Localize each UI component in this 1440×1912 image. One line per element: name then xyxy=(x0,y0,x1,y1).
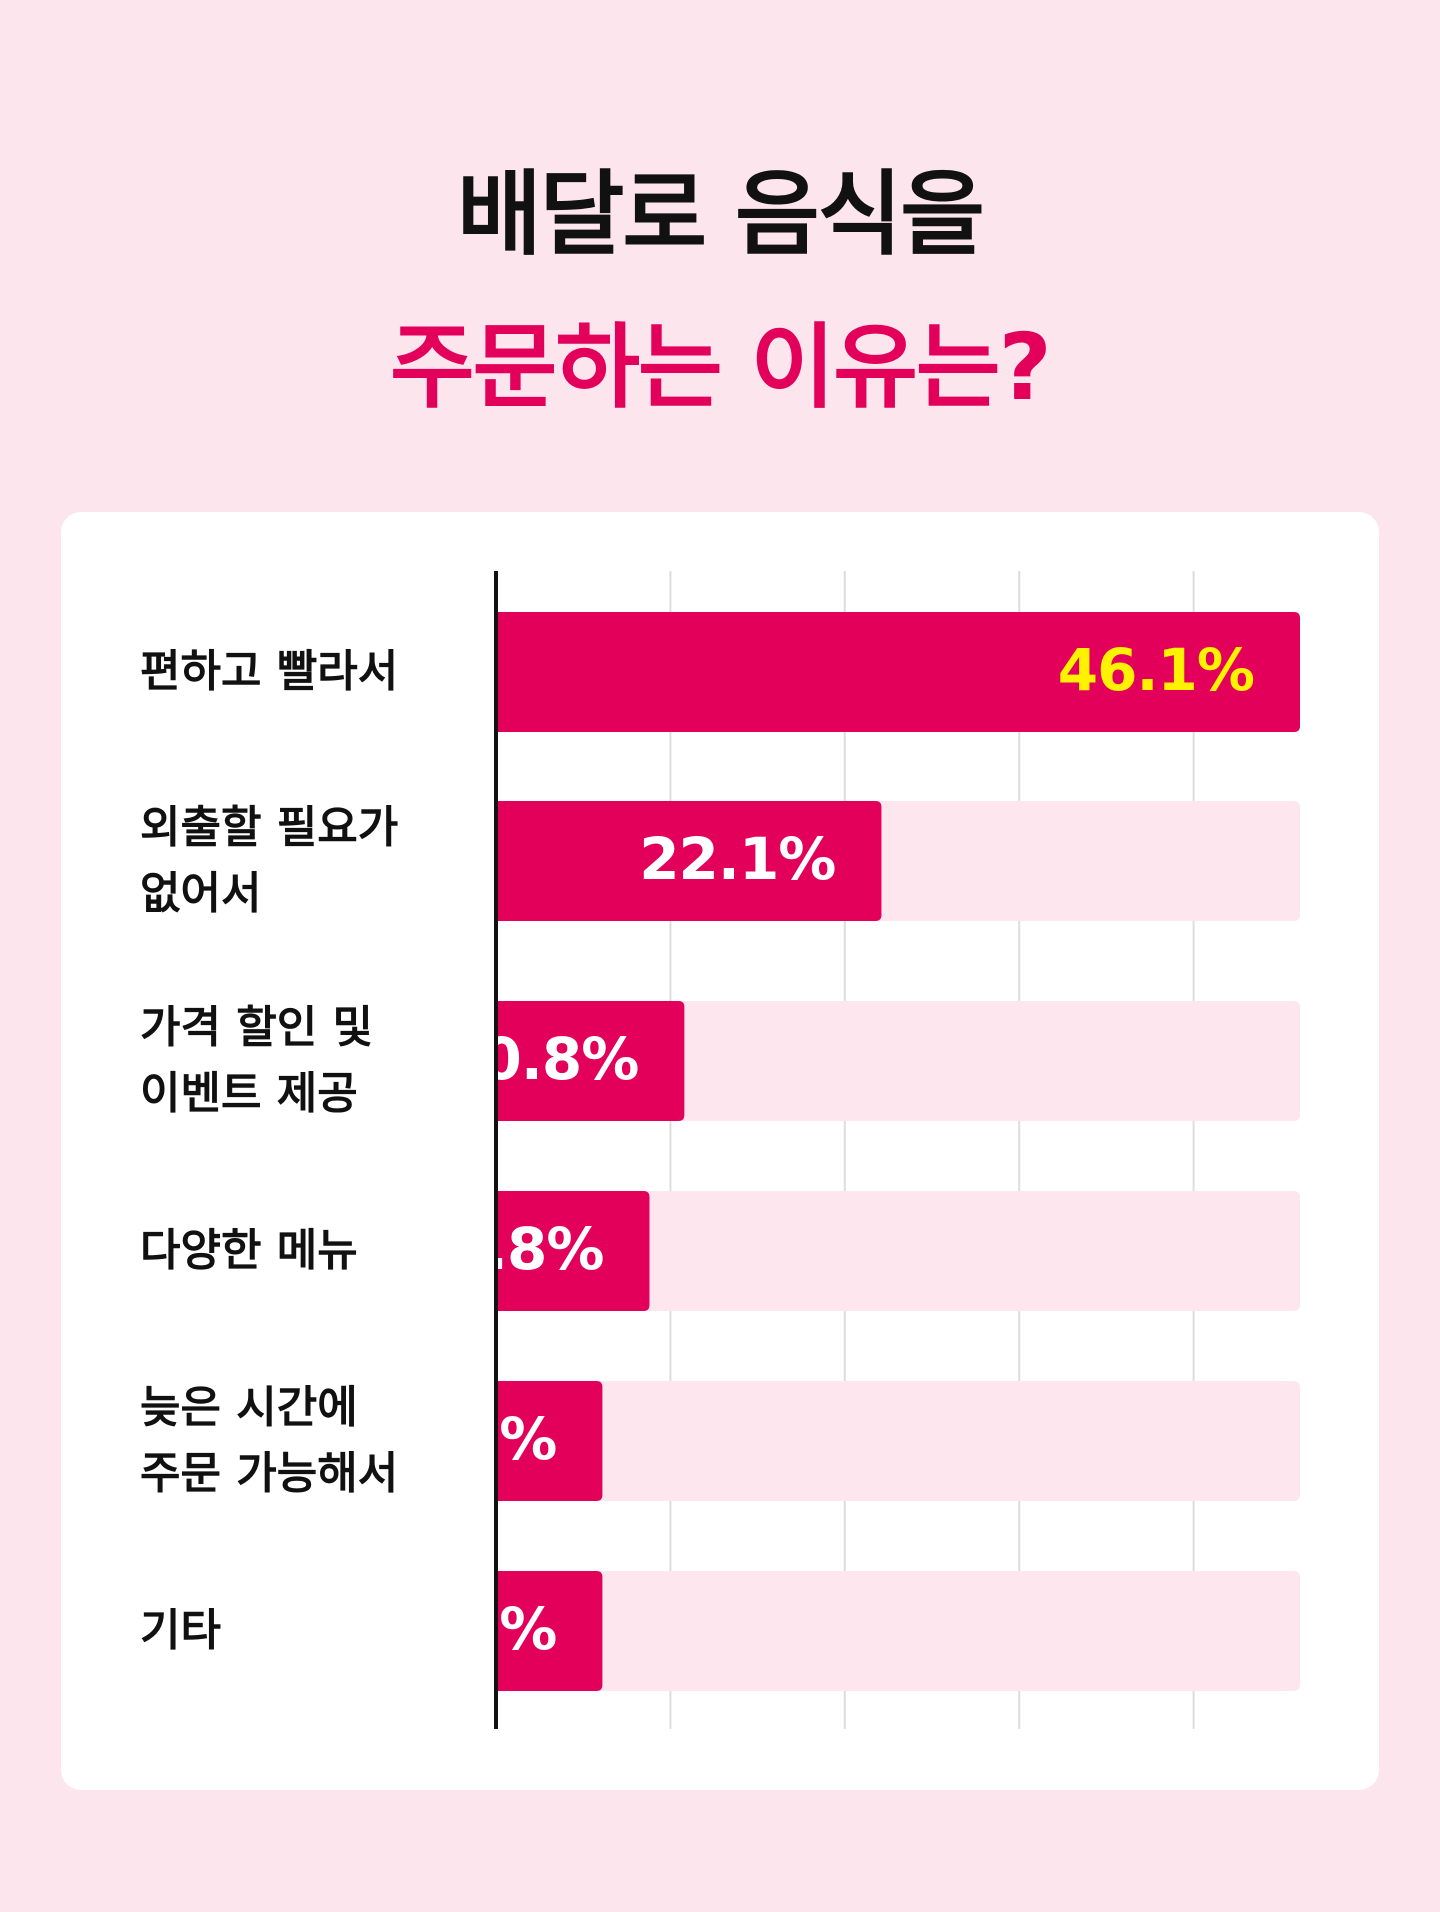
bar-track xyxy=(496,1571,1300,1691)
bar xyxy=(496,1191,650,1311)
bar xyxy=(496,1381,603,1501)
bar xyxy=(496,1571,603,1691)
value-label: 10.8% xyxy=(442,1025,638,1093)
value-label: 8.8% xyxy=(447,1215,604,1283)
bar-track xyxy=(496,1381,1300,1501)
value-label: 6.1% xyxy=(400,1595,557,1663)
chart-subtitle: 주문하는 이유는? xyxy=(390,314,1052,421)
category-label: 가격 할인 및 이벤트 제공 xyxy=(140,1002,374,1119)
bar xyxy=(496,612,1300,732)
category-label: 기타 xyxy=(140,1605,221,1656)
category-label: 외출할 필요가 없어서 xyxy=(140,802,399,919)
category-label: 늦은 시간에 주문 가능해서 xyxy=(140,1382,399,1499)
bar-track xyxy=(496,1191,1300,1311)
bar xyxy=(496,1001,685,1121)
value-label: 22.1% xyxy=(639,825,835,893)
bar xyxy=(496,801,882,921)
bar-track xyxy=(496,1001,1300,1121)
category-label: 다양한 메뉴 xyxy=(140,1225,358,1276)
value-label: 46.1% xyxy=(1058,636,1254,704)
value-label: 6.1% xyxy=(400,1405,557,1473)
category-label: 편하고 빨라서 xyxy=(140,646,399,697)
chart-title: 배달로 음식을 xyxy=(457,161,985,268)
